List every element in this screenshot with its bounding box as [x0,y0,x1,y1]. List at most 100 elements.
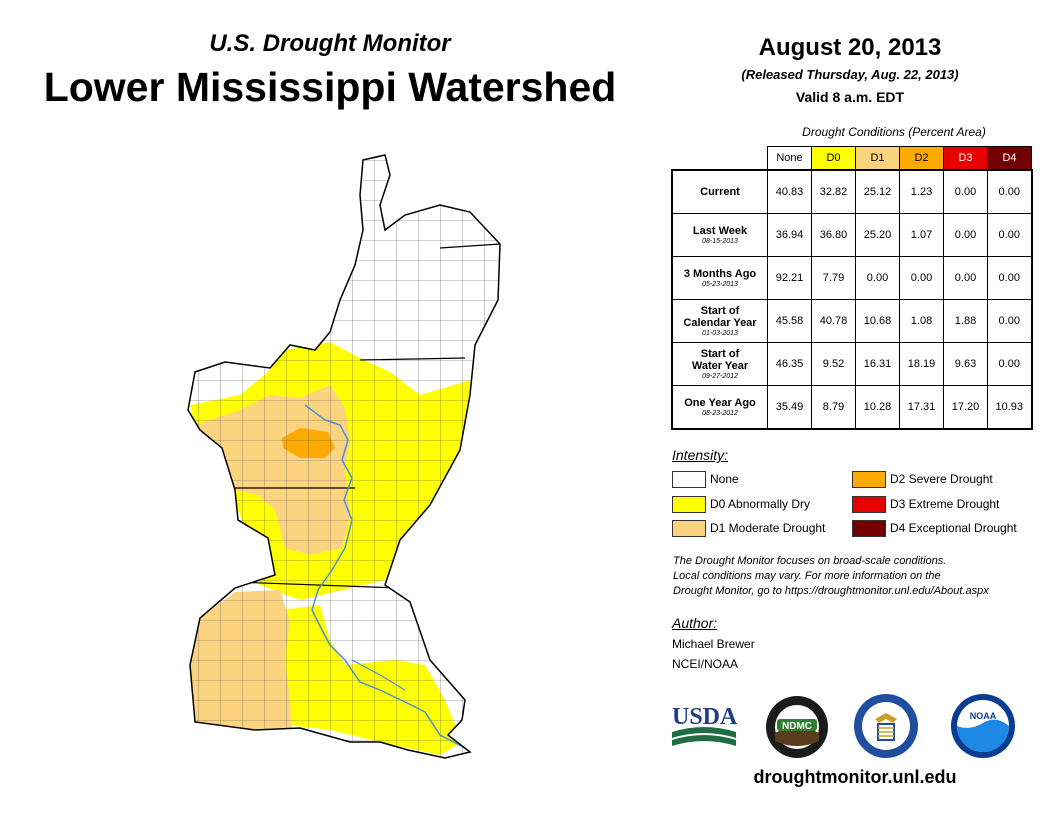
table-cell: 16.31 [855,342,900,386]
table-cell: 35.49 [767,385,812,430]
table-cell: 46.35 [767,342,812,386]
row-label: Last Week [692,224,748,237]
table-cell: 8.79 [811,385,856,430]
row-label-start-of-water-year: Start of Water Year 09-27-2012 [671,342,768,386]
table-cell: 17.31 [899,385,944,430]
note-line: The Drought Monitor focuses on broad-sca… [673,555,947,567]
legend-swatch [852,496,886,513]
legend-swatch [672,471,706,488]
row-date: 08-15-2013 [702,237,738,245]
row-date: 08-23-2012 [702,409,738,417]
table-row: 3 Months Ago 05-23-2013 92.21 7.79 0.00 … [671,256,1033,300]
table-cell: 18.19 [899,342,944,386]
mississippi-river [304,404,466,749]
legend-swatch [852,471,886,488]
author-organization: NCEI/NOAA [672,657,739,671]
table-cell: 25.20 [855,213,900,257]
legend-label: D3 Extreme Drought [890,497,1000,511]
table-cell: 0.00 [987,299,1033,343]
table-cell: 17.20 [943,385,988,430]
county-boundaries [188,155,500,758]
valid-time: Valid 8 a.m. EDT [795,89,905,105]
table-cell: 40.78 [811,299,856,343]
table-row: Current 40.83 32.82 25.12 1.23 0.00 0.00 [671,169,1033,214]
table-cell: 25.12 [855,169,900,214]
column-header-d0: D0 [811,146,856,171]
row-date: 09-27-2012 [702,372,738,380]
legend-label: D2 Severe Drought [890,472,993,486]
commerce-seal-logo [854,694,918,758]
table-cell: 0.00 [943,213,988,257]
row-label: 3 Months Ago [683,267,757,280]
table-cell: 9.63 [943,342,988,386]
table-cell: 1.07 [899,213,944,257]
note-line: Drought Monitor, go to https://droughtmo… [673,585,989,597]
table-cell: 10.68 [855,299,900,343]
drought-conditions-table: None D0 D1 D2 D3 D4 Current 40.83 32.82 … [671,146,1033,430]
table-cell: 40.83 [767,169,812,214]
column-header-d4: D4 [987,146,1032,171]
table-header-row: None D0 D1 D2 D3 D4 [672,146,1032,171]
watershed-map [187,154,501,759]
column-header-d1: D1 [855,146,900,171]
usda-logo: USDA [672,704,738,746]
row-label: One Year Ago [684,396,756,409]
legend-label: None [710,472,739,486]
table-cell: 1.23 [899,169,944,214]
state-boundaries [190,243,500,589]
legend-label: D4 Exceptional Drought [890,521,1017,535]
table-cell: 1.88 [943,299,988,343]
table-cell: 92.21 [767,256,812,300]
website-url: droughtmonitor.unl.edu [753,767,957,787]
column-header-d2: D2 [899,146,944,171]
legend-label: D1 Moderate Drought [710,521,826,535]
table-row: Start of Calendar Year 01-03-2013 45.58 … [671,299,1033,343]
map-title: Lower Mississippi Watershed [43,64,617,110]
table-row: Start of Water Year 09-27-2012 46.35 9.5… [671,342,1033,386]
legend-swatch [672,496,706,513]
row-label-current: Current [671,169,768,214]
row-label-one-year-ago: One Year Ago 08-23-2012 [671,385,768,430]
legend-swatch [672,520,706,537]
row-label-last-week: Last Week 08-15-2013 [671,213,768,257]
table-cell: 0.00 [855,256,900,300]
table-cell: 0.00 [943,169,988,214]
table-cell: 10.28 [855,385,900,430]
row-label: Start of [700,347,740,360]
author-heading: Author: [672,615,718,631]
legend-heading: Intensity: [672,447,729,463]
table-row: One Year Ago 08-23-2012 35.49 8.79 10.28… [671,385,1033,430]
release-date: (Released Thursday, Aug. 22, 2013) [741,67,959,82]
map-date: August 20, 2013 [758,34,942,61]
table-corner [672,147,768,171]
author-name: Michael Brewer [672,637,755,651]
table-cell: 0.00 [987,169,1033,214]
noaa-logo-text: NOAA [970,711,997,721]
row-label-line2: Calendar Year [683,316,757,329]
legend-label: D0 Abnormally Dry [710,497,811,511]
row-date: 01-03-2013 [702,329,738,337]
table-cell: 0.00 [987,342,1033,386]
note-line: Local conditions may vary. For more info… [673,570,941,582]
table-cell: 32.82 [811,169,856,214]
ndmc-logo-text: NDMC [782,721,812,732]
table-cell: 36.80 [811,213,856,257]
conditions-caption: Drought Conditions (Percent Area) [802,125,986,139]
atchafalaya-river [351,659,406,691]
row-label: Start of [700,304,740,317]
usda-logo-text: USDA [672,704,738,730]
table-cell: 1.08 [899,299,944,343]
table-cell: 9.52 [811,342,856,386]
row-label-line2: Water Year [691,359,749,372]
table-cell: 7.79 [811,256,856,300]
disclaimer-note: The Drought Monitor focuses on broad-sca… [673,554,1053,599]
ndmc-logo: NDMC [766,696,828,758]
legend-swatch [852,520,886,537]
table-cell: 45.58 [767,299,812,343]
table-cell: 10.93 [987,385,1033,430]
table-cell: 36.94 [767,213,812,257]
table-cell: 0.00 [943,256,988,300]
noaa-logo: NOAA [951,694,1015,758]
column-header-d3: D3 [943,146,988,171]
column-header-none: None [767,146,812,171]
